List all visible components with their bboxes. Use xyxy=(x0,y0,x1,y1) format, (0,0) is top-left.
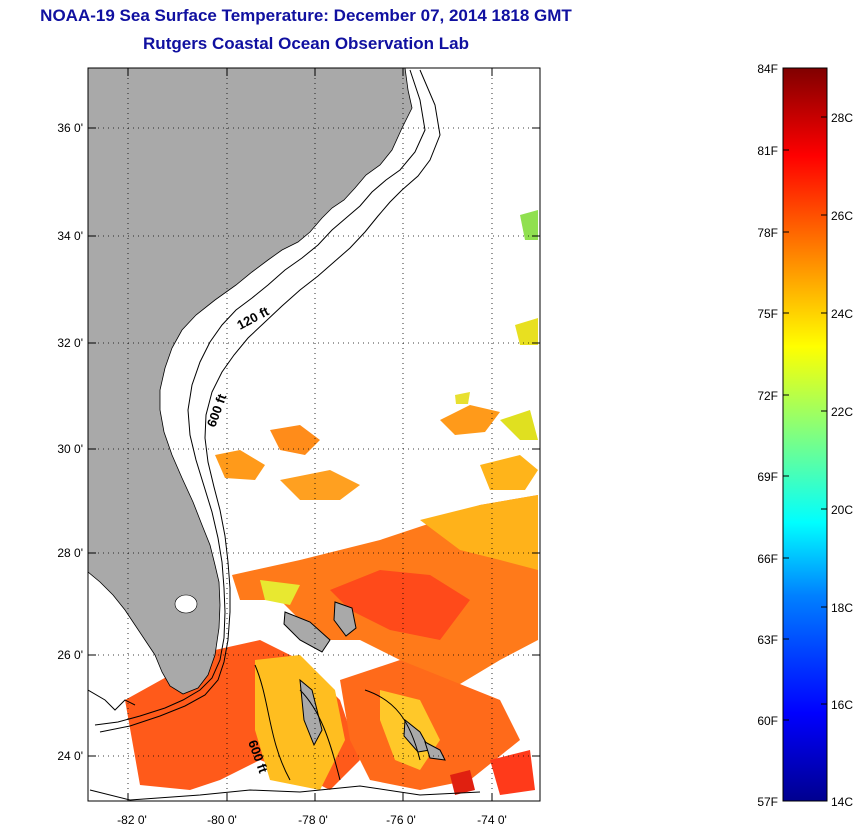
lon-label-80: -80 0' xyxy=(207,813,237,827)
longitude-labels: -82 0' -80 0' -78 0' -76 0' -74 0' xyxy=(117,813,507,827)
f-label-63: 63F xyxy=(757,633,778,647)
map-title: NOAA-19 Sea Surface Temperature: Decembe… xyxy=(40,6,572,25)
lon-label-82: -82 0' xyxy=(117,813,147,827)
lat-label-24: 24 0' xyxy=(57,749,83,763)
lat-label-30: 30 0' xyxy=(57,442,83,456)
c-label-18: 18C xyxy=(831,601,853,615)
lon-label-78: -78 0' xyxy=(298,813,328,827)
c-label-16: 16C xyxy=(831,698,853,712)
f-label-75: 75F xyxy=(757,307,778,321)
f-label-84: 84F xyxy=(757,62,778,76)
lat-label-26: 26 0' xyxy=(57,648,83,662)
colorbar-celsius-labels: 28C 26C 24C 22C 20C 18C 16C 14C xyxy=(831,111,853,809)
frame-ticks xyxy=(88,68,540,801)
f-label-81: 81F xyxy=(757,144,778,158)
lon-label-76: -76 0' xyxy=(386,813,416,827)
lat-label-34: 34 0' xyxy=(57,229,83,243)
c-label-22: 22C xyxy=(831,405,853,419)
f-label-57: 57F xyxy=(757,795,778,809)
lat-label-32: 32 0' xyxy=(57,336,83,350)
lat-label-28: 28 0' xyxy=(57,546,83,560)
colorbar-ticks xyxy=(783,116,827,721)
colorbar xyxy=(782,67,828,802)
f-label-78: 78F xyxy=(757,226,778,240)
lake-okeechobee xyxy=(174,594,198,614)
sst-data-layer xyxy=(125,210,538,795)
c-label-24: 24C xyxy=(831,307,853,321)
f-label-72: 72F xyxy=(757,389,778,403)
f-label-60: 60F xyxy=(757,714,778,728)
c-label-20: 20C xyxy=(831,503,853,517)
map-frame xyxy=(87,67,541,802)
lat-label-36: 36 0' xyxy=(57,121,83,135)
bathymetry-contours xyxy=(88,69,481,801)
c-label-28: 28C xyxy=(831,111,853,125)
c-label-14: 14C xyxy=(831,795,853,809)
f-label-69: 69F xyxy=(757,470,778,484)
latitude-labels: 36 0' 34 0' 32 0' 30 0' 28 0' 26 0' 24 0… xyxy=(57,121,83,763)
c-label-26: 26C xyxy=(831,209,853,223)
lon-label-74: -74 0' xyxy=(477,813,507,827)
f-label-66: 66F xyxy=(757,552,778,566)
us-coastline-land xyxy=(88,68,413,695)
colorbar-fahrenheit-labels: 84F 81F 78F 75F 72F 69F 66F 63F 60F 57F xyxy=(757,62,778,809)
map-subtitle: Rutgers Coastal Ocean Observation Lab xyxy=(143,34,469,53)
lat-lon-grid xyxy=(88,68,540,801)
